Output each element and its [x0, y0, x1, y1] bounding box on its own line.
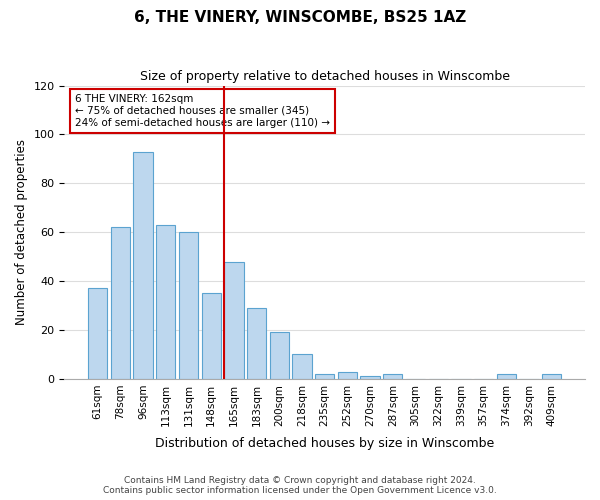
- Bar: [542, 374, 562, 379]
- Bar: [361, 376, 380, 379]
- Bar: [383, 374, 403, 379]
- Bar: [202, 294, 221, 379]
- Title: Size of property relative to detached houses in Winscombe: Size of property relative to detached ho…: [140, 70, 510, 83]
- Bar: [497, 374, 516, 379]
- Bar: [224, 262, 244, 379]
- Bar: [315, 374, 334, 379]
- Bar: [247, 308, 266, 379]
- Bar: [133, 152, 153, 379]
- Text: Contains HM Land Registry data © Crown copyright and database right 2024.
Contai: Contains HM Land Registry data © Crown c…: [103, 476, 497, 495]
- Text: 6, THE VINERY, WINSCOMBE, BS25 1AZ: 6, THE VINERY, WINSCOMBE, BS25 1AZ: [134, 10, 466, 25]
- X-axis label: Distribution of detached houses by size in Winscombe: Distribution of detached houses by size …: [155, 437, 494, 450]
- Bar: [292, 354, 311, 379]
- Bar: [338, 372, 357, 379]
- Bar: [156, 225, 175, 379]
- Text: 6 THE VINERY: 162sqm
← 75% of detached houses are smaller (345)
24% of semi-deta: 6 THE VINERY: 162sqm ← 75% of detached h…: [75, 94, 330, 128]
- Bar: [111, 228, 130, 379]
- Bar: [88, 288, 107, 379]
- Bar: [269, 332, 289, 379]
- Bar: [179, 232, 198, 379]
- Y-axis label: Number of detached properties: Number of detached properties: [15, 139, 28, 325]
